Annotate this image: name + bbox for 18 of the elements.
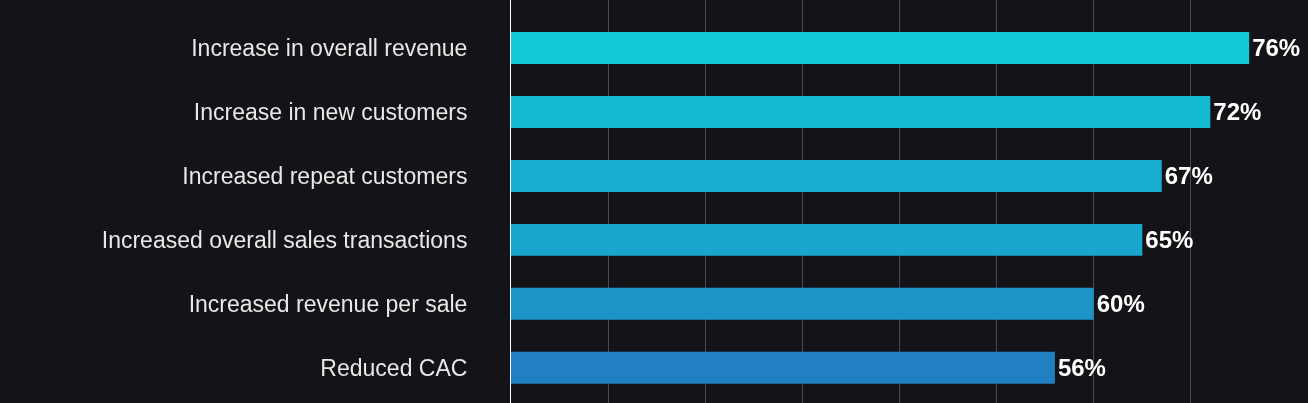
- y-tick-label: Increased revenue per sale: [188, 290, 468, 317]
- data-label: 65%: [1145, 226, 1194, 254]
- bar: [511, 223, 1143, 256]
- bar: [511, 351, 1055, 384]
- data-label: 56%: [1057, 354, 1106, 382]
- bar: [511, 31, 1250, 64]
- y-tick-label: Increase in new customers: [193, 98, 468, 125]
- bar: [511, 159, 1162, 192]
- y-tick-label: Reduced CAC: [320, 354, 468, 381]
- bar: [511, 287, 1094, 320]
- bar: [511, 95, 1211, 128]
- data-label: 60%: [1096, 290, 1145, 318]
- data-label: 72%: [1213, 98, 1262, 126]
- data-label: 76%: [1252, 34, 1301, 62]
- y-tick-label: Increased overall sales transactions: [101, 226, 468, 253]
- data-label: 67%: [1164, 162, 1213, 190]
- y-tick-label: Increase in overall revenue: [191, 35, 468, 62]
- y-tick-label: Increased repeat customers: [182, 162, 468, 189]
